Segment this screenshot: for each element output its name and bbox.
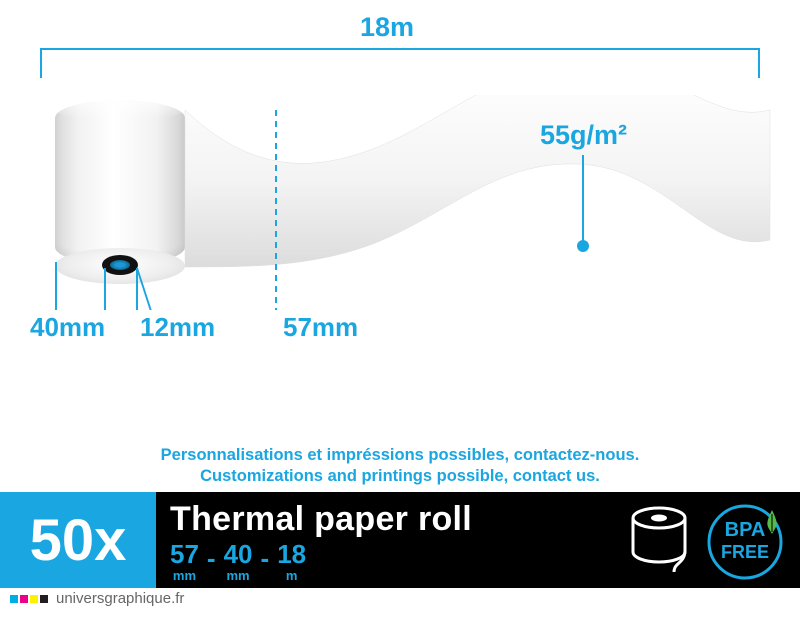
leader-grammage xyxy=(582,155,584,243)
dim-2-num: 18 xyxy=(277,541,306,567)
dim-sep-0: - xyxy=(207,541,216,574)
footer: universgraphique.fr xyxy=(0,590,800,607)
label-length: 18m xyxy=(360,12,414,43)
label-diameter: 40mm xyxy=(30,312,105,343)
dim-1-unit: mm xyxy=(226,569,249,582)
product-bar: 50x Thermal paper roll 57 mm - 40 mm - 1… xyxy=(0,492,800,588)
label-grammage: 55g/m² xyxy=(540,120,627,151)
bracket-top xyxy=(40,48,760,50)
grammage-dot xyxy=(577,240,589,252)
info-fr: Personnalisations et impréssions possibl… xyxy=(0,445,800,466)
bracket-right xyxy=(758,48,760,78)
bracket-left xyxy=(40,48,42,78)
bpa-top-text: BPA xyxy=(725,519,766,541)
leader-40-right xyxy=(104,268,106,310)
dim-sep-1: - xyxy=(261,541,270,574)
product-dims: 57 mm - 40 mm - 18 m xyxy=(170,541,786,582)
logo-sq-1 xyxy=(20,595,28,603)
brand-logo xyxy=(10,595,48,603)
roll-body xyxy=(55,100,185,265)
dim-0: 57 mm xyxy=(170,541,199,582)
bar-main: Thermal paper roll 57 mm - 40 mm - 18 m xyxy=(156,492,800,588)
label-core: 12mm xyxy=(140,312,215,343)
dim-2: 18 m xyxy=(277,541,306,582)
product-title: Thermal paper roll xyxy=(170,500,786,539)
product-spec-infographic: 18m 40mm 12mm 57mm 55g/m² Personnalisati… xyxy=(0,0,800,623)
dim-2-unit: m xyxy=(286,569,298,582)
paper-wave xyxy=(170,95,790,355)
logo-sq-3 xyxy=(40,595,48,603)
logo-sq-2 xyxy=(30,595,38,603)
label-width: 57mm xyxy=(283,312,358,343)
dim-0-unit: mm xyxy=(173,569,196,582)
logo-sq-0 xyxy=(10,595,18,603)
dim-0-num: 57 xyxy=(170,541,199,567)
leader-40-left xyxy=(55,262,57,310)
dim-1-num: 40 xyxy=(224,541,253,567)
bpa-free-badge: BPA FREE xyxy=(702,500,788,587)
roll-core-hole xyxy=(110,260,130,270)
dim-1: 40 mm xyxy=(224,541,253,582)
bpa-ring-icon: BPA FREE xyxy=(702,500,788,582)
bpa-bottom-text: FREE xyxy=(721,542,769,562)
leader-57 xyxy=(275,110,277,310)
footer-site: universgraphique.fr xyxy=(56,590,184,607)
quantity-badge: 50x xyxy=(0,492,156,588)
info-en: Customizations and printings possible, c… xyxy=(0,466,800,487)
roll-icon xyxy=(628,506,690,574)
